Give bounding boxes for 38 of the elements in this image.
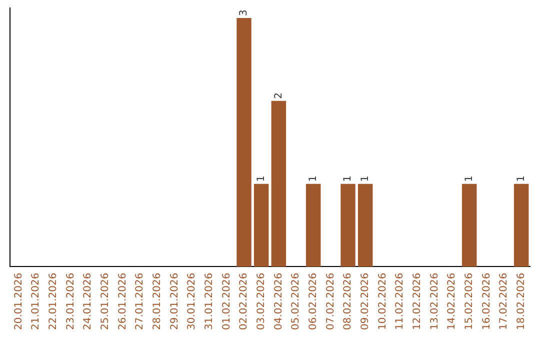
x-tick-label: 31.01.2026 [204, 272, 215, 330]
data-label: 1 [342, 175, 354, 182]
x-tick-label: 03.02.2026 [256, 272, 267, 330]
x-tick-label: 10.02.2026 [377, 272, 388, 330]
x-tick-label: 09.02.2026 [360, 272, 371, 330]
x-tick-label: 26.01.2026 [117, 272, 128, 330]
x-tick-label: 05.02.2026 [290, 272, 302, 330]
data-label: 3 [238, 10, 250, 16]
x-tick-label: 08.02.2026 [342, 272, 354, 330]
x-tick-label: 15.02.2026 [464, 272, 475, 330]
x-tick-label: 30.01.2026 [186, 272, 198, 330]
x-tick-label: 22.01.2026 [48, 272, 59, 330]
data-label: 1 [360, 175, 371, 182]
data-label: 1 [464, 175, 475, 182]
x-tick-label: 20.01.2026 [13, 272, 24, 330]
data-label: 1 [256, 175, 267, 182]
x-tick-label: 01.02.2026 [221, 272, 232, 330]
x-tick-label: 16.02.2026 [481, 272, 492, 330]
x-tick-label: 27.01.2026 [134, 272, 146, 330]
x-tick-label: 17.02.2026 [498, 272, 510, 330]
data-label: 1 [516, 175, 527, 182]
x-tick-label: 21.01.2026 [30, 272, 42, 330]
data-label: 2 [273, 92, 284, 99]
x-tick-label: 25.01.2026 [100, 272, 111, 330]
x-tick-label: 06.02.2026 [308, 272, 319, 330]
x-tick-label: 23.01.2026 [65, 272, 76, 330]
x-tick-label: 02.02.2026 [238, 272, 250, 330]
x-tick-label: 07.02.2026 [325, 272, 336, 330]
x-tick-label: 13.02.2026 [429, 272, 440, 330]
x-tick-label: 28.01.2026 [152, 272, 163, 330]
data-label: 1 [308, 175, 319, 182]
x-tick-label: 29.01.2026 [169, 272, 180, 330]
x-tick-label: 14.02.2026 [446, 272, 458, 330]
x-tick-label: 18.02.2026 [516, 272, 527, 330]
x-tick-label: 11.02.2026 [394, 272, 406, 330]
x-tick-label: 04.02.2026 [273, 272, 284, 330]
x-tick-label: 24.01.2026 [82, 272, 94, 330]
x-tick-label: 12.02.2026 [412, 272, 423, 330]
